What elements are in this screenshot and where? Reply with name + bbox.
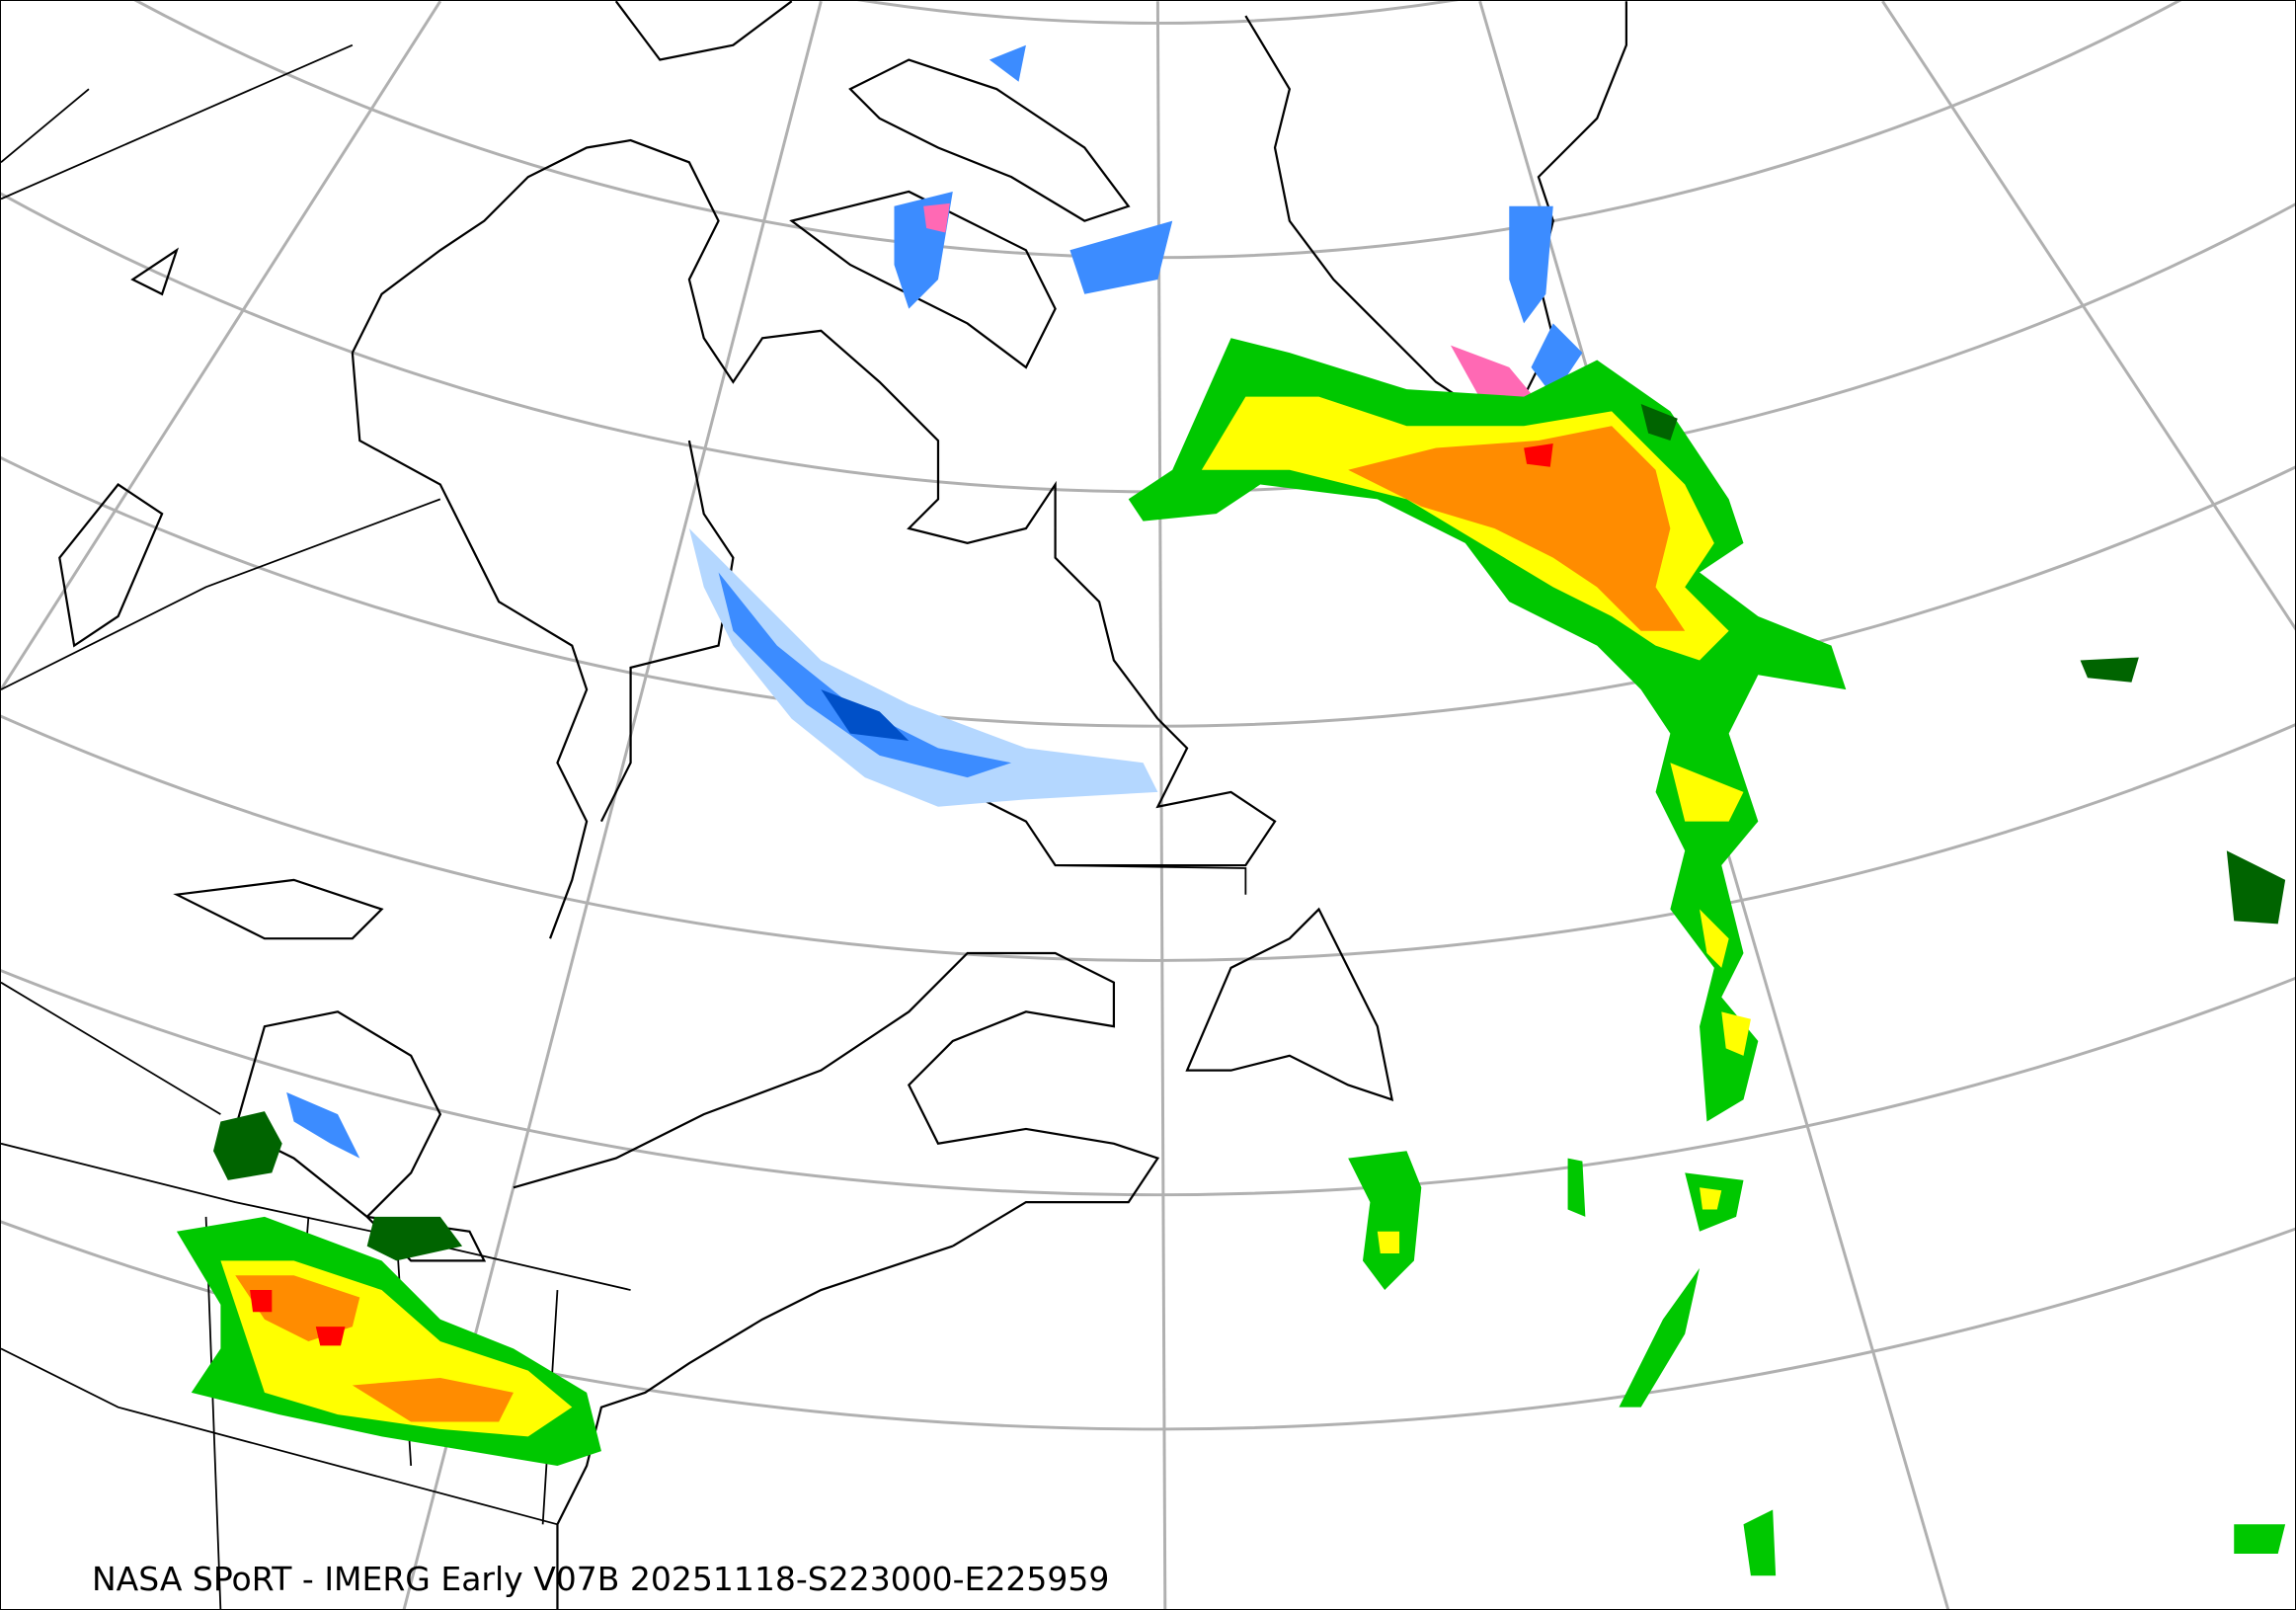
latitude-line [1,1219,2295,1430]
mixed-baffin [923,202,950,233]
snow-michigan [286,1091,360,1159]
border-line [1,43,441,690]
rain-midatlantic-red [250,1290,346,1346]
rain-atlantic-orange [1348,426,1686,631]
james-bay-coast [599,440,735,823]
great-lakes [173,878,487,1262]
map-caption: NASA SPoRT - IMERG Early V07B 20251118-S… [92,1560,1110,1598]
border-line [1055,864,1247,895]
us-east-coast [556,1245,954,1609]
latitude-line [860,1,1456,25]
latitude-line [134,1,2180,259]
hudson-bay-west-coast [351,352,589,939]
longitude-line [1,1,442,690]
snow-baffin [894,44,1173,309]
rain-precipitation [176,338,2286,1576]
latitude-line [1,455,2295,727]
snow-band-quebec-core [718,572,1012,778]
snow-precipitation [286,44,1583,1159]
arctic-islands [58,1,793,648]
st-lawrence-coast [513,951,1160,1248]
baffin-island-coast [789,58,1131,369]
hudson-bay-coast [351,138,1159,720]
border-line [1,981,631,1526]
newfoundland-coast [1185,907,1394,1101]
snow-greenland [1509,205,1583,397]
latitude-line [1,714,2295,962]
political-borders [1,43,1247,1609]
rain-michigan-darkgreen [213,1111,463,1261]
rain-atlantic-scattered-yellow [1377,1011,1751,1253]
snow-band-quebec-heavy [821,689,910,742]
latitude-line [1,968,2295,1196]
rain-atlantic-red [1524,443,1553,467]
longitude-line [1881,1,2295,631]
rain-midatlantic-orange [235,1275,514,1422]
